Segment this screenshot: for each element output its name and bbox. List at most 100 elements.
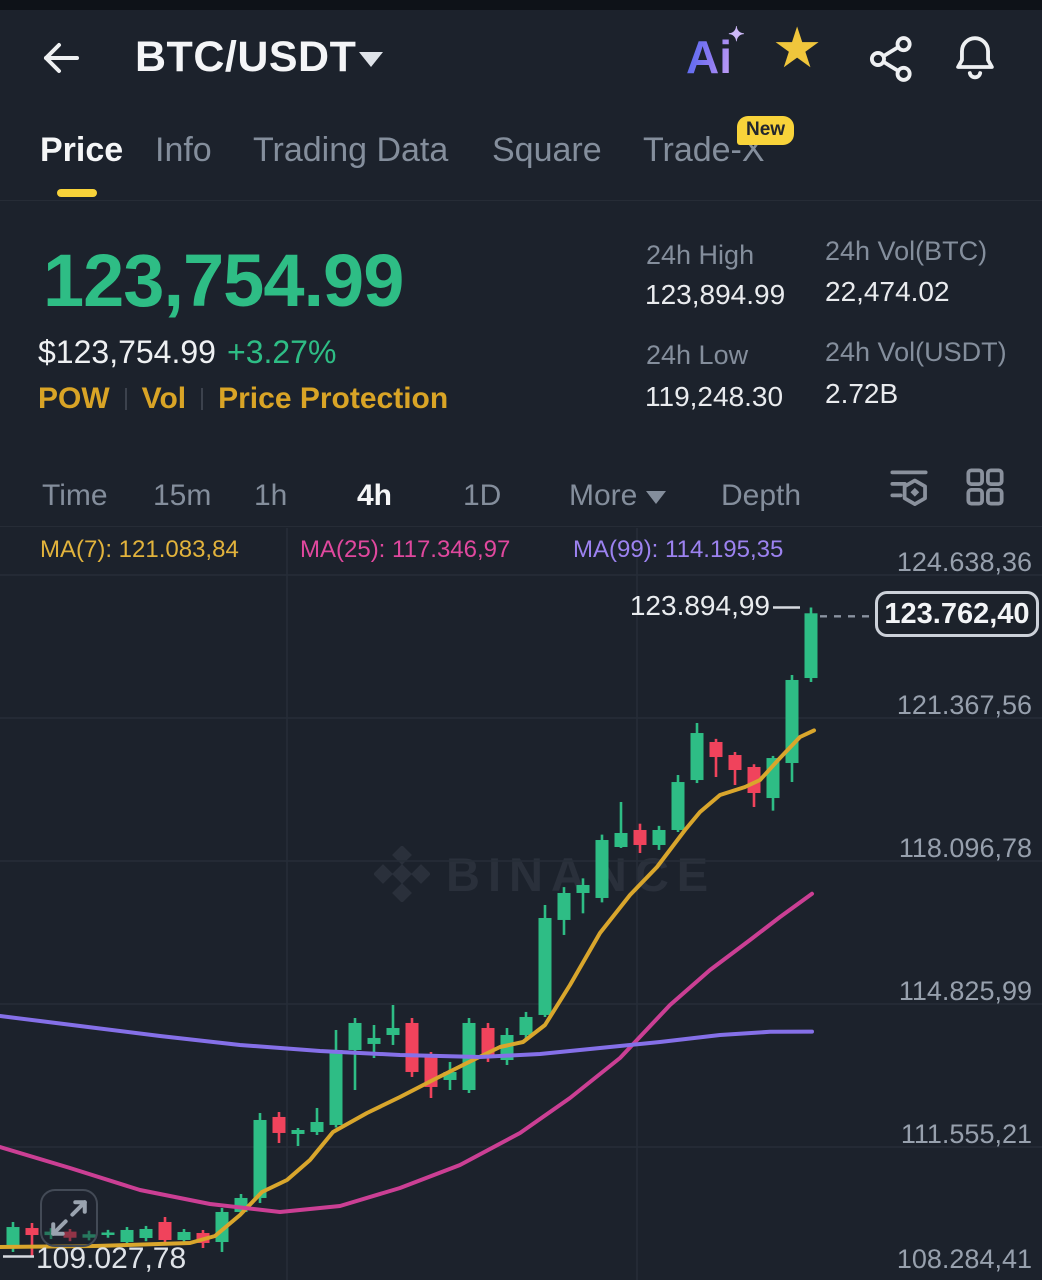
candle-body: [139, 1228, 153, 1238]
share-icon: [869, 36, 912, 82]
fiat-price: $123,754.99: [38, 334, 216, 370]
tf-depth[interactable]: Depth: [721, 479, 802, 512]
candle-body: [177, 1232, 191, 1241]
ma99-legend[interactable]: MA(99): 114.195,35: [573, 536, 783, 564]
candle-body: [6, 1227, 20, 1247]
candle-body: [519, 1016, 533, 1035]
favorite-star-icon[interactable]: ★: [772, 16, 823, 79]
tab-info[interactable]: Info: [155, 131, 212, 169]
tag-vol[interactable]: Vol: [141, 382, 187, 415]
tag-pow[interactable]: POW: [38, 382, 110, 415]
active-tab-underline: [57, 189, 97, 197]
stat-24h-high-value: 123,894.99: [645, 279, 786, 310]
tf-more[interactable]: More: [569, 479, 638, 512]
ma25-legend[interactable]: MA(25): 117.346,97: [300, 536, 510, 564]
y-axis-label: 118.096,78: [898, 833, 1032, 863]
y-axis-label: 114.825,99: [898, 976, 1032, 1006]
y-axis-label: 108.284,41: [896, 1244, 1032, 1274]
candle-body: [253, 1119, 267, 1198]
notifications-button[interactable]: [948, 31, 1002, 85]
candle-body: [310, 1122, 324, 1133]
new-badge: New: [737, 116, 795, 145]
candle-body: [63, 1231, 77, 1238]
ai-icon: Ai: [686, 31, 732, 83]
tf-4h[interactable]: 4h: [357, 479, 393, 512]
ai-assistant-button[interactable]: Ai ✦: [686, 24, 750, 88]
divider: [0, 200, 1042, 201]
stat-24h-volusdt-label: 24h Vol(USDT): [825, 337, 1007, 367]
symbol-title[interactable]: BTC/USDT: [135, 33, 357, 81]
ma-line-0: [0, 728, 816, 1249]
expand-icon: [51, 1200, 87, 1236]
candle-body: [614, 833, 628, 848]
tf-1d[interactable]: 1D: [463, 479, 502, 512]
session-high-label: 123.894,99: [629, 590, 770, 621]
tab-square[interactable]: Square: [492, 131, 602, 169]
ma25-name: MA(25):: [300, 536, 386, 563]
tab-trading-data[interactable]: Trading Data: [253, 131, 449, 169]
stat-24h-volbtc-label: 24h Vol(BTC): [825, 236, 988, 266]
ma7-value: 121.083,84: [118, 536, 239, 563]
indicator-settings-button[interactable]: [884, 462, 938, 516]
tag-row: POW Vol Price Protection: [38, 382, 448, 416]
session-low-label: 109.027,78: [36, 1242, 187, 1275]
candle-body: [557, 892, 571, 920]
grid-layout-button[interactable]: [960, 462, 1014, 516]
tag-separator: [124, 388, 127, 410]
stat-24h-volbtc-value: 22,474.02: [825, 276, 950, 307]
indicator-settings-icon: [890, 470, 928, 506]
candle-body: [633, 829, 647, 845]
candle-body: [158, 1221, 172, 1241]
ma-line-2: [0, 1014, 814, 1059]
candle-body: [690, 733, 704, 781]
binance-logo-icon: [374, 846, 430, 902]
stat-24h-high-label: 24h High: [646, 240, 755, 270]
stat-24h-low-label: 24h Low: [646, 340, 749, 370]
candle-body: [348, 1022, 362, 1050]
ma25-value: 117.346,97: [392, 536, 511, 563]
stat-24h-low-value: 119,248.30: [645, 381, 784, 412]
candle-body: [386, 1028, 400, 1035]
candle-body: [367, 1037, 381, 1044]
tag-price-protection[interactable]: Price Protection: [218, 382, 449, 415]
ma99-name: MA(99):: [573, 536, 659, 563]
expand-chart-button[interactable]: [40, 1189, 98, 1247]
candle-body: [25, 1228, 39, 1236]
tf-15m[interactable]: 15m: [153, 479, 212, 512]
current-price-tag[interactable]: 123.762,40: [875, 591, 1039, 637]
candle-body: [101, 1232, 115, 1235]
ma7-name: MA(7):: [40, 536, 112, 563]
last-price: 123,754.99: [43, 239, 404, 322]
tf-1h[interactable]: 1h: [254, 479, 288, 512]
ma7-legend[interactable]: MA(7): 121.083,84: [40, 536, 239, 564]
tab-price[interactable]: Price: [40, 131, 124, 169]
y-axis-label: 111.555,21: [900, 1119, 1032, 1149]
ma99-value: 114.195,35: [665, 536, 784, 563]
ma-line-1: [0, 891, 814, 1214]
candle-body: [405, 1022, 419, 1072]
symbol-dropdown-caret-icon[interactable]: [359, 52, 383, 67]
candle-body: [728, 755, 742, 771]
candle-body: [120, 1229, 134, 1243]
candle-body: [443, 1071, 457, 1080]
share-button[interactable]: [864, 32, 918, 86]
tf-time[interactable]: Time: [42, 479, 108, 512]
y-axis-label: 124.638,36: [896, 547, 1032, 577]
stat-24h-volusdt-value: 2.72B: [825, 378, 899, 409]
divider: [0, 526, 1042, 527]
candle-body: [291, 1130, 305, 1134]
grid-layout-icon: [966, 468, 1004, 506]
back-button[interactable]: [36, 34, 86, 82]
tag-separator: [201, 388, 204, 410]
candle-body: [538, 918, 552, 1015]
candle-body: [652, 829, 666, 845]
candle-body: [576, 884, 590, 893]
candle-body: [671, 782, 685, 830]
status-bar-strip: [0, 0, 1042, 10]
y-axis-label: 121.367,56: [896, 690, 1032, 720]
back-arrow-icon: [44, 43, 79, 73]
more-caret-icon[interactable]: [646, 491, 666, 504]
candle-body: [329, 1049, 343, 1125]
